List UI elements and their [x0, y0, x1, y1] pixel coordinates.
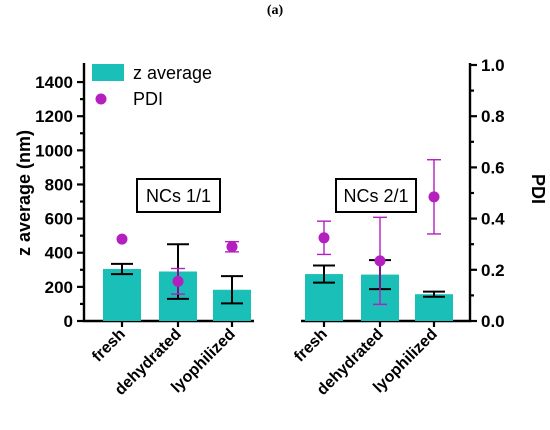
- group-label-text: NCs 2/1: [343, 186, 408, 206]
- pdi-point: [374, 255, 386, 267]
- y2-axis-title: PDI: [528, 174, 548, 204]
- y2-tick-label: 0.2: [481, 261, 505, 280]
- legend-label: PDI: [133, 89, 163, 109]
- legend-item: z average: [92, 63, 212, 83]
- legend-item: PDI: [95, 89, 163, 109]
- bar-error-bar: [221, 275, 243, 305]
- y2-tick-label: 0.6: [481, 158, 505, 177]
- y-tick-label: 200: [45, 278, 73, 297]
- group-labels: NCs 1/1 NCs 2/1: [136, 178, 417, 213]
- legend-swatch-point: [95, 93, 107, 105]
- y-tick-label: 600: [45, 210, 73, 229]
- legend-swatch-bar: [92, 64, 124, 81]
- y-tick-label: 1200: [35, 107, 73, 126]
- group-label-box: [136, 178, 221, 213]
- y2-tick-label: 1.0: [481, 56, 505, 75]
- bar: [103, 268, 141, 321]
- y-tick-label: 1000: [35, 141, 73, 160]
- y2-tick-label: 0.8: [481, 107, 505, 126]
- bar-error-bar: [423, 290, 445, 298]
- group-label: NCs 2/1: [335, 178, 417, 213]
- pdi-point: [172, 275, 184, 287]
- y-axis-title: z average (nm): [14, 130, 34, 256]
- point-series: [116, 159, 441, 306]
- pdi-point: [318, 232, 330, 244]
- legend-label: z average: [133, 63, 212, 83]
- group-label: NCs 1/1: [136, 178, 221, 213]
- bar-error-bar: [313, 264, 335, 284]
- pdi-point: [116, 233, 128, 245]
- legend: z average PDI: [92, 63, 212, 109]
- bar-series: [103, 243, 453, 321]
- group-label-box: [335, 178, 417, 213]
- y-tick-label: 400: [45, 244, 73, 263]
- pdi-point: [428, 191, 440, 203]
- pdi-point: [226, 241, 238, 253]
- bar: [415, 294, 453, 321]
- category-label: fresh: [291, 326, 331, 366]
- bar-error-bar: [111, 262, 133, 276]
- y2-tick-label: 0.4: [481, 210, 505, 229]
- y-tick-label: 800: [45, 175, 73, 194]
- y2-tick-label: 0.0: [481, 312, 505, 331]
- category-label: fresh: [89, 326, 129, 366]
- y-tick-label: 0: [64, 312, 73, 331]
- group-label-text: NCs 1/1: [146, 186, 211, 206]
- y-tick-label: 1400: [35, 73, 73, 92]
- panel-label: (a): [267, 3, 284, 18]
